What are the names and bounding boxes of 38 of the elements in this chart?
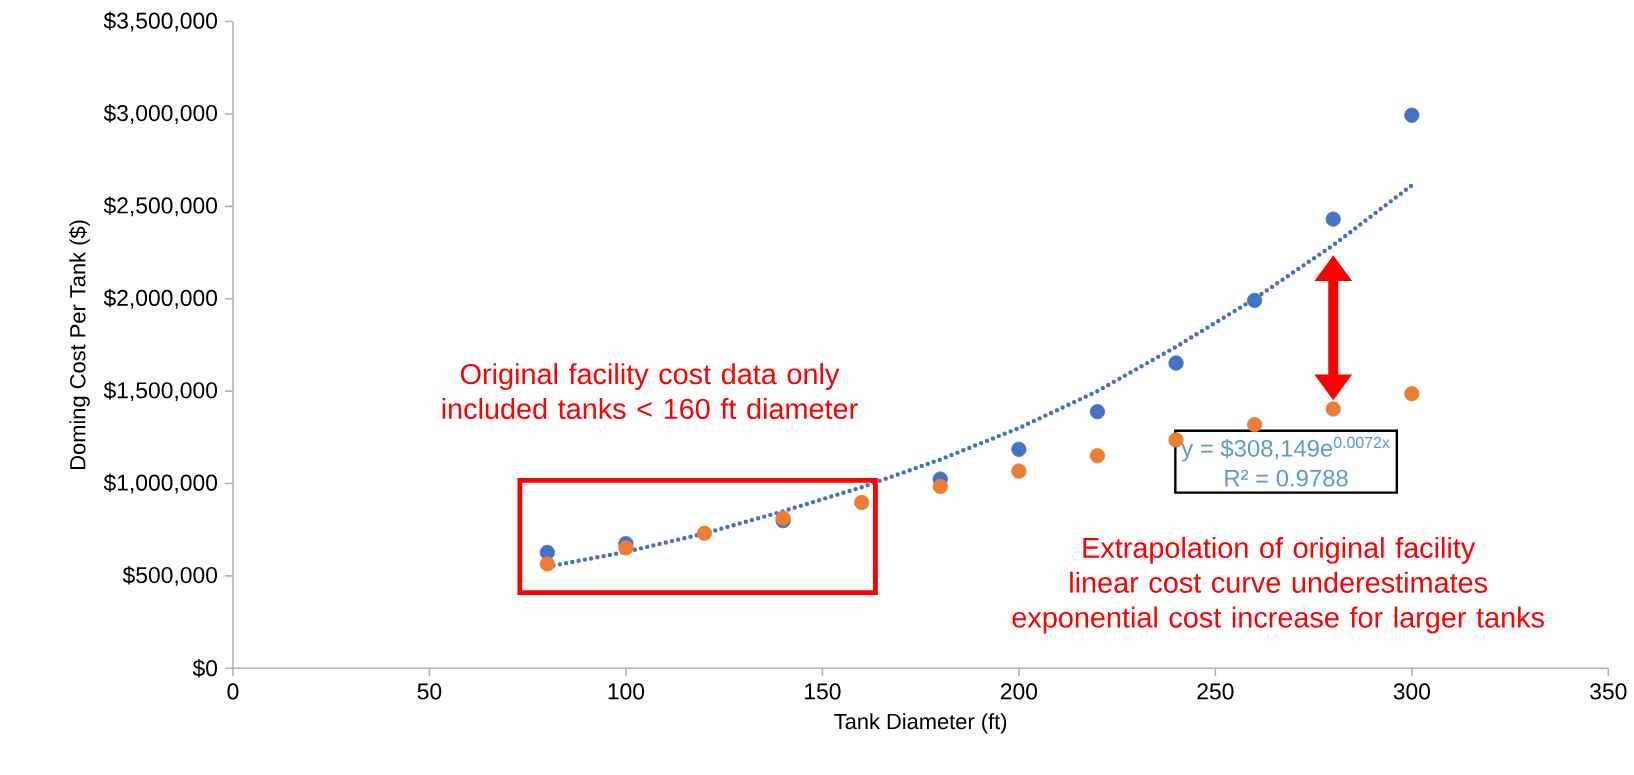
annotation: Original facility cost data only included tanks < 160 ft diameter bbox=[442, 363, 858, 420]
point bbox=[1247, 293, 1263, 309]
point bbox=[932, 479, 948, 495]
point bbox=[1168, 355, 1184, 371]
x-tick-label: 0 bbox=[227, 683, 239, 700]
y-tick-label: $1,000,000 bbox=[103, 473, 218, 494]
point bbox=[1089, 448, 1106, 464]
y-tick-label: $500,000 bbox=[122, 566, 218, 587]
x-tick-label: 200 bbox=[1000, 683, 1038, 700]
annotation: R² = 0.9788 bbox=[1225, 469, 1348, 487]
point bbox=[539, 556, 555, 572]
y-tick-label: $2,000,000 bbox=[103, 289, 218, 309]
x-tick-label: 150 bbox=[805, 683, 841, 700]
point bbox=[854, 495, 870, 511]
x-tick-label: 250 bbox=[1197, 683, 1234, 700]
point bbox=[618, 540, 634, 556]
x-axis-title: Tank Diameter (ft) bbox=[834, 713, 1007, 734]
x-tick-label: 100 bbox=[608, 683, 645, 700]
y-tick-label: $3,000,000 bbox=[103, 104, 218, 125]
annotation: Extrapolation of original facility linear cost curve underestimates exponential cost increase for larger tanks bbox=[1012, 537, 1544, 634]
point bbox=[1089, 404, 1106, 420]
point bbox=[1404, 107, 1420, 124]
point bbox=[696, 525, 713, 542]
point bbox=[1404, 386, 1420, 402]
y-tick-label: $1,500,000 bbox=[103, 381, 218, 402]
y-tick-label: $2,500,000 bbox=[103, 196, 218, 217]
point bbox=[1011, 441, 1027, 458]
y-axis-title: Doming Cost Per Tank ($) bbox=[69, 220, 90, 470]
x-tick-label: 350 bbox=[1590, 683, 1627, 700]
point bbox=[1247, 417, 1263, 433]
point bbox=[1325, 211, 1341, 227]
point bbox=[1011, 463, 1027, 479]
x-tick-label: 50 bbox=[417, 683, 442, 700]
y-tick-label: $0 bbox=[192, 659, 218, 678]
annotation: y = $308,149e$^{0.0072x}$ bbox=[1181, 437, 1390, 462]
point bbox=[1325, 401, 1341, 417]
x-tick-label: 300 bbox=[1393, 683, 1430, 700]
y-tick-label: $3,500,000 bbox=[103, 11, 218, 32]
